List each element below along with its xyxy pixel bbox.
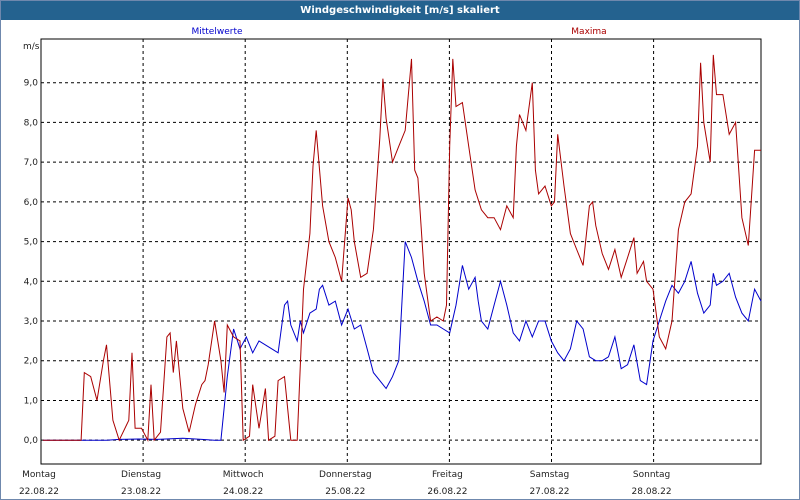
y-tick-label: 4,0 [24,277,39,287]
y-tick-label: 9,0 [24,79,39,89]
legend-mittelwerte: Mittelwerte [191,27,242,37]
x-axis-ticks: Montag 22.08.22 Dienstag 23.08.22 Mittwoch 24… [19,470,672,497]
x-tick-date: 23.08.22 [121,487,161,497]
y-tick-label: 6,0 [24,198,39,208]
x-tick-date: 26.08.22 [427,487,467,497]
y-tick-label: 1,0 [24,396,39,406]
x-tick-date: 27.08.22 [529,487,569,497]
legend-maxima: Maxima [571,27,606,37]
x-tick-date: 24.08.22 [223,487,263,497]
x-tick-date: 25.08.22 [325,487,365,497]
x-tick-day: Dienstag [121,470,161,480]
y-axis-label: m/s [23,42,40,52]
grid-layer [41,39,761,464]
y-tick-label: 8,0 [24,118,39,128]
x-tick-day: Mittwoch [223,470,264,480]
series-line-mittelwerte [43,241,762,441]
y-tick-label: 3,0 [24,317,39,327]
series-layer [43,54,762,443]
x-tick-day: Donnerstag [319,470,372,480]
x-tick-day: Samstag [530,470,569,480]
x-tick-day: Sonntag [633,470,670,480]
y-tick-label: 7,0 [24,158,39,168]
x-tick-day: Freitag [432,470,463,480]
x-tick-date: 22.08.22 [19,487,59,497]
y-tick-label: 2,0 [24,357,39,367]
y-axis-ticks: 0,0 1,0 2,0 3,0 4,0 5,0 6,0 7,0 8,0 9,0 [24,79,39,446]
series-line-maxima [43,54,761,443]
y-tick-label: 5,0 [24,238,39,248]
x-tick-day: Montag [22,470,56,480]
window-title: Windgeschwindigkeit [m/s] skaliert [1,1,799,20]
plot-frame [40,38,762,465]
x-tick-date: 28.08.22 [632,487,672,497]
y-tick-label: 0,0 [24,436,39,446]
